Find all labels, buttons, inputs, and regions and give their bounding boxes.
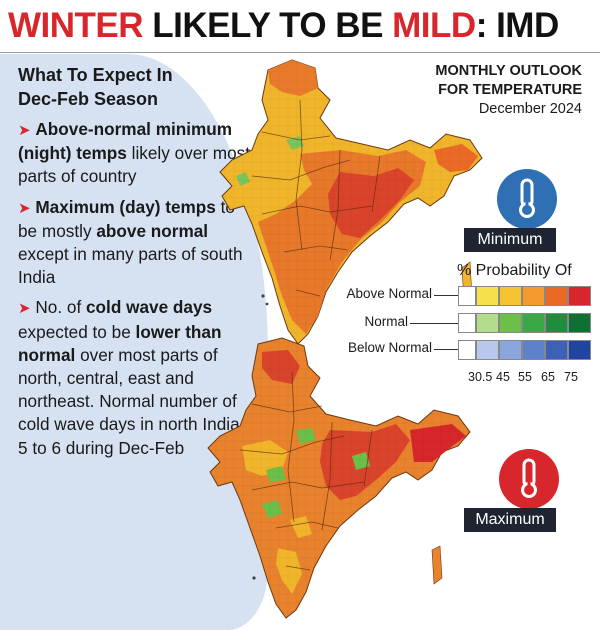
legend-tick-55: 55 bbox=[518, 370, 532, 384]
bullet2-bold2: above normal bbox=[96, 220, 209, 241]
bullet2-bold1: Maximum (day) temps bbox=[35, 196, 216, 217]
legend-swatch-above-0 bbox=[458, 286, 476, 306]
bullet-cold-wave: ➤ No. of cold wave days expected to be l… bbox=[18, 296, 258, 459]
legend-swatch-normal-4 bbox=[545, 313, 568, 333]
outlook-line-2: FOR TEMPERATURE bbox=[438, 82, 582, 98]
headline-likely: LIKELY TO BE bbox=[143, 6, 393, 45]
bullet3-bold1: cold wave days bbox=[86, 297, 213, 318]
legend-swatch-below-0 bbox=[458, 340, 476, 360]
legend-swatch-above-2 bbox=[499, 286, 522, 306]
legend-leader-above bbox=[434, 295, 458, 296]
legend-swatch-normal-2 bbox=[499, 313, 522, 333]
bullet3-text1: No. of bbox=[35, 297, 86, 318]
outlook-line-1: MONTHLY OUTLOOK bbox=[435, 63, 582, 79]
maximum-temperature-map bbox=[207, 337, 471, 619]
legend-swatch-below-3 bbox=[522, 340, 545, 360]
legend-swatch-below-5 bbox=[568, 340, 591, 360]
expectations-panel: What To Expect In Dec-Feb Season ➤ Above… bbox=[18, 64, 258, 467]
headline-divider bbox=[0, 52, 600, 53]
heading-line-2: Dec-Feb Season bbox=[18, 88, 159, 109]
legend-label-normal: Normal bbox=[364, 314, 408, 329]
bullet1-text: likely over most parts of country bbox=[18, 143, 251, 187]
outlook-date: December 2024 bbox=[478, 101, 582, 117]
arrow-bullet-icon: ➤ bbox=[18, 199, 31, 217]
legend-swatch-above-5 bbox=[568, 286, 591, 306]
legend-swatch-normal-3 bbox=[522, 313, 545, 333]
minimum-label: Minimum bbox=[464, 228, 556, 252]
expectations-heading: What To Expect In Dec-Feb Season bbox=[18, 64, 258, 111]
maximum-label: Maximum bbox=[464, 508, 556, 532]
legend-swatch-normal-0 bbox=[458, 313, 476, 333]
arrow-bullet-icon: ➤ bbox=[18, 122, 31, 139]
legend-tick-75: 75 bbox=[564, 370, 578, 384]
bullet-night-temps: ➤ Above-normal minimum (night) temps lik… bbox=[18, 118, 258, 189]
headline-winter: WINTER bbox=[8, 6, 144, 45]
legend-label-above-normal: Above Normal bbox=[346, 286, 432, 301]
minimum-thermometer-icon bbox=[496, 168, 558, 230]
legend-swatch-below-1 bbox=[476, 340, 499, 360]
legend-swatch-above-3 bbox=[522, 286, 545, 306]
bullet1-bold: Above-normal minimum (night) temps bbox=[18, 119, 233, 164]
headline-imd: : IMD bbox=[475, 6, 560, 45]
arrow-bullet-icon: ➤ bbox=[18, 300, 31, 318]
legend-swatch-above-4 bbox=[545, 286, 568, 306]
heading-line-1: What To Expect In bbox=[18, 65, 173, 85]
legend-leader-below bbox=[434, 349, 458, 350]
bullet2-text2: except in many parts of south India bbox=[18, 244, 243, 288]
legend-swatch-below-4 bbox=[545, 340, 568, 360]
bullet-day-temps: ➤ Maximum (day) temps to be mostly above… bbox=[18, 196, 258, 290]
legend-label-below-normal: Below Normal bbox=[347, 340, 432, 355]
maximum-thermometer-icon bbox=[498, 448, 560, 510]
legend-tick-45: 45 bbox=[496, 370, 510, 384]
legend-swatch-normal-1 bbox=[476, 313, 499, 333]
headline: WINTER LIKELY TO BE MILD: IMD bbox=[8, 4, 559, 48]
legend-title: % Probability Of bbox=[457, 262, 572, 279]
bullet3-text2: expected to be bbox=[18, 321, 136, 342]
legend-swatch-below-2 bbox=[499, 340, 522, 360]
bullet3-text3: over most parts of north, central, east … bbox=[18, 344, 257, 458]
legend-leader-normal bbox=[410, 323, 458, 324]
left-panel-background bbox=[0, 54, 268, 630]
legend-swatch-normal-5 bbox=[568, 313, 591, 333]
outlook-title: MONTHLY OUTLOOK FOR TEMPERATURE December… bbox=[382, 62, 582, 119]
bullet3-bold2: lower than normal bbox=[18, 321, 222, 365]
legend-swatch-above-1 bbox=[476, 286, 499, 306]
headline-mild: MILD bbox=[392, 6, 476, 45]
legend-tick-30: 30.5 bbox=[468, 370, 493, 384]
minimum-temperature-map bbox=[219, 59, 483, 345]
legend-tick-65: 65 bbox=[541, 370, 555, 384]
